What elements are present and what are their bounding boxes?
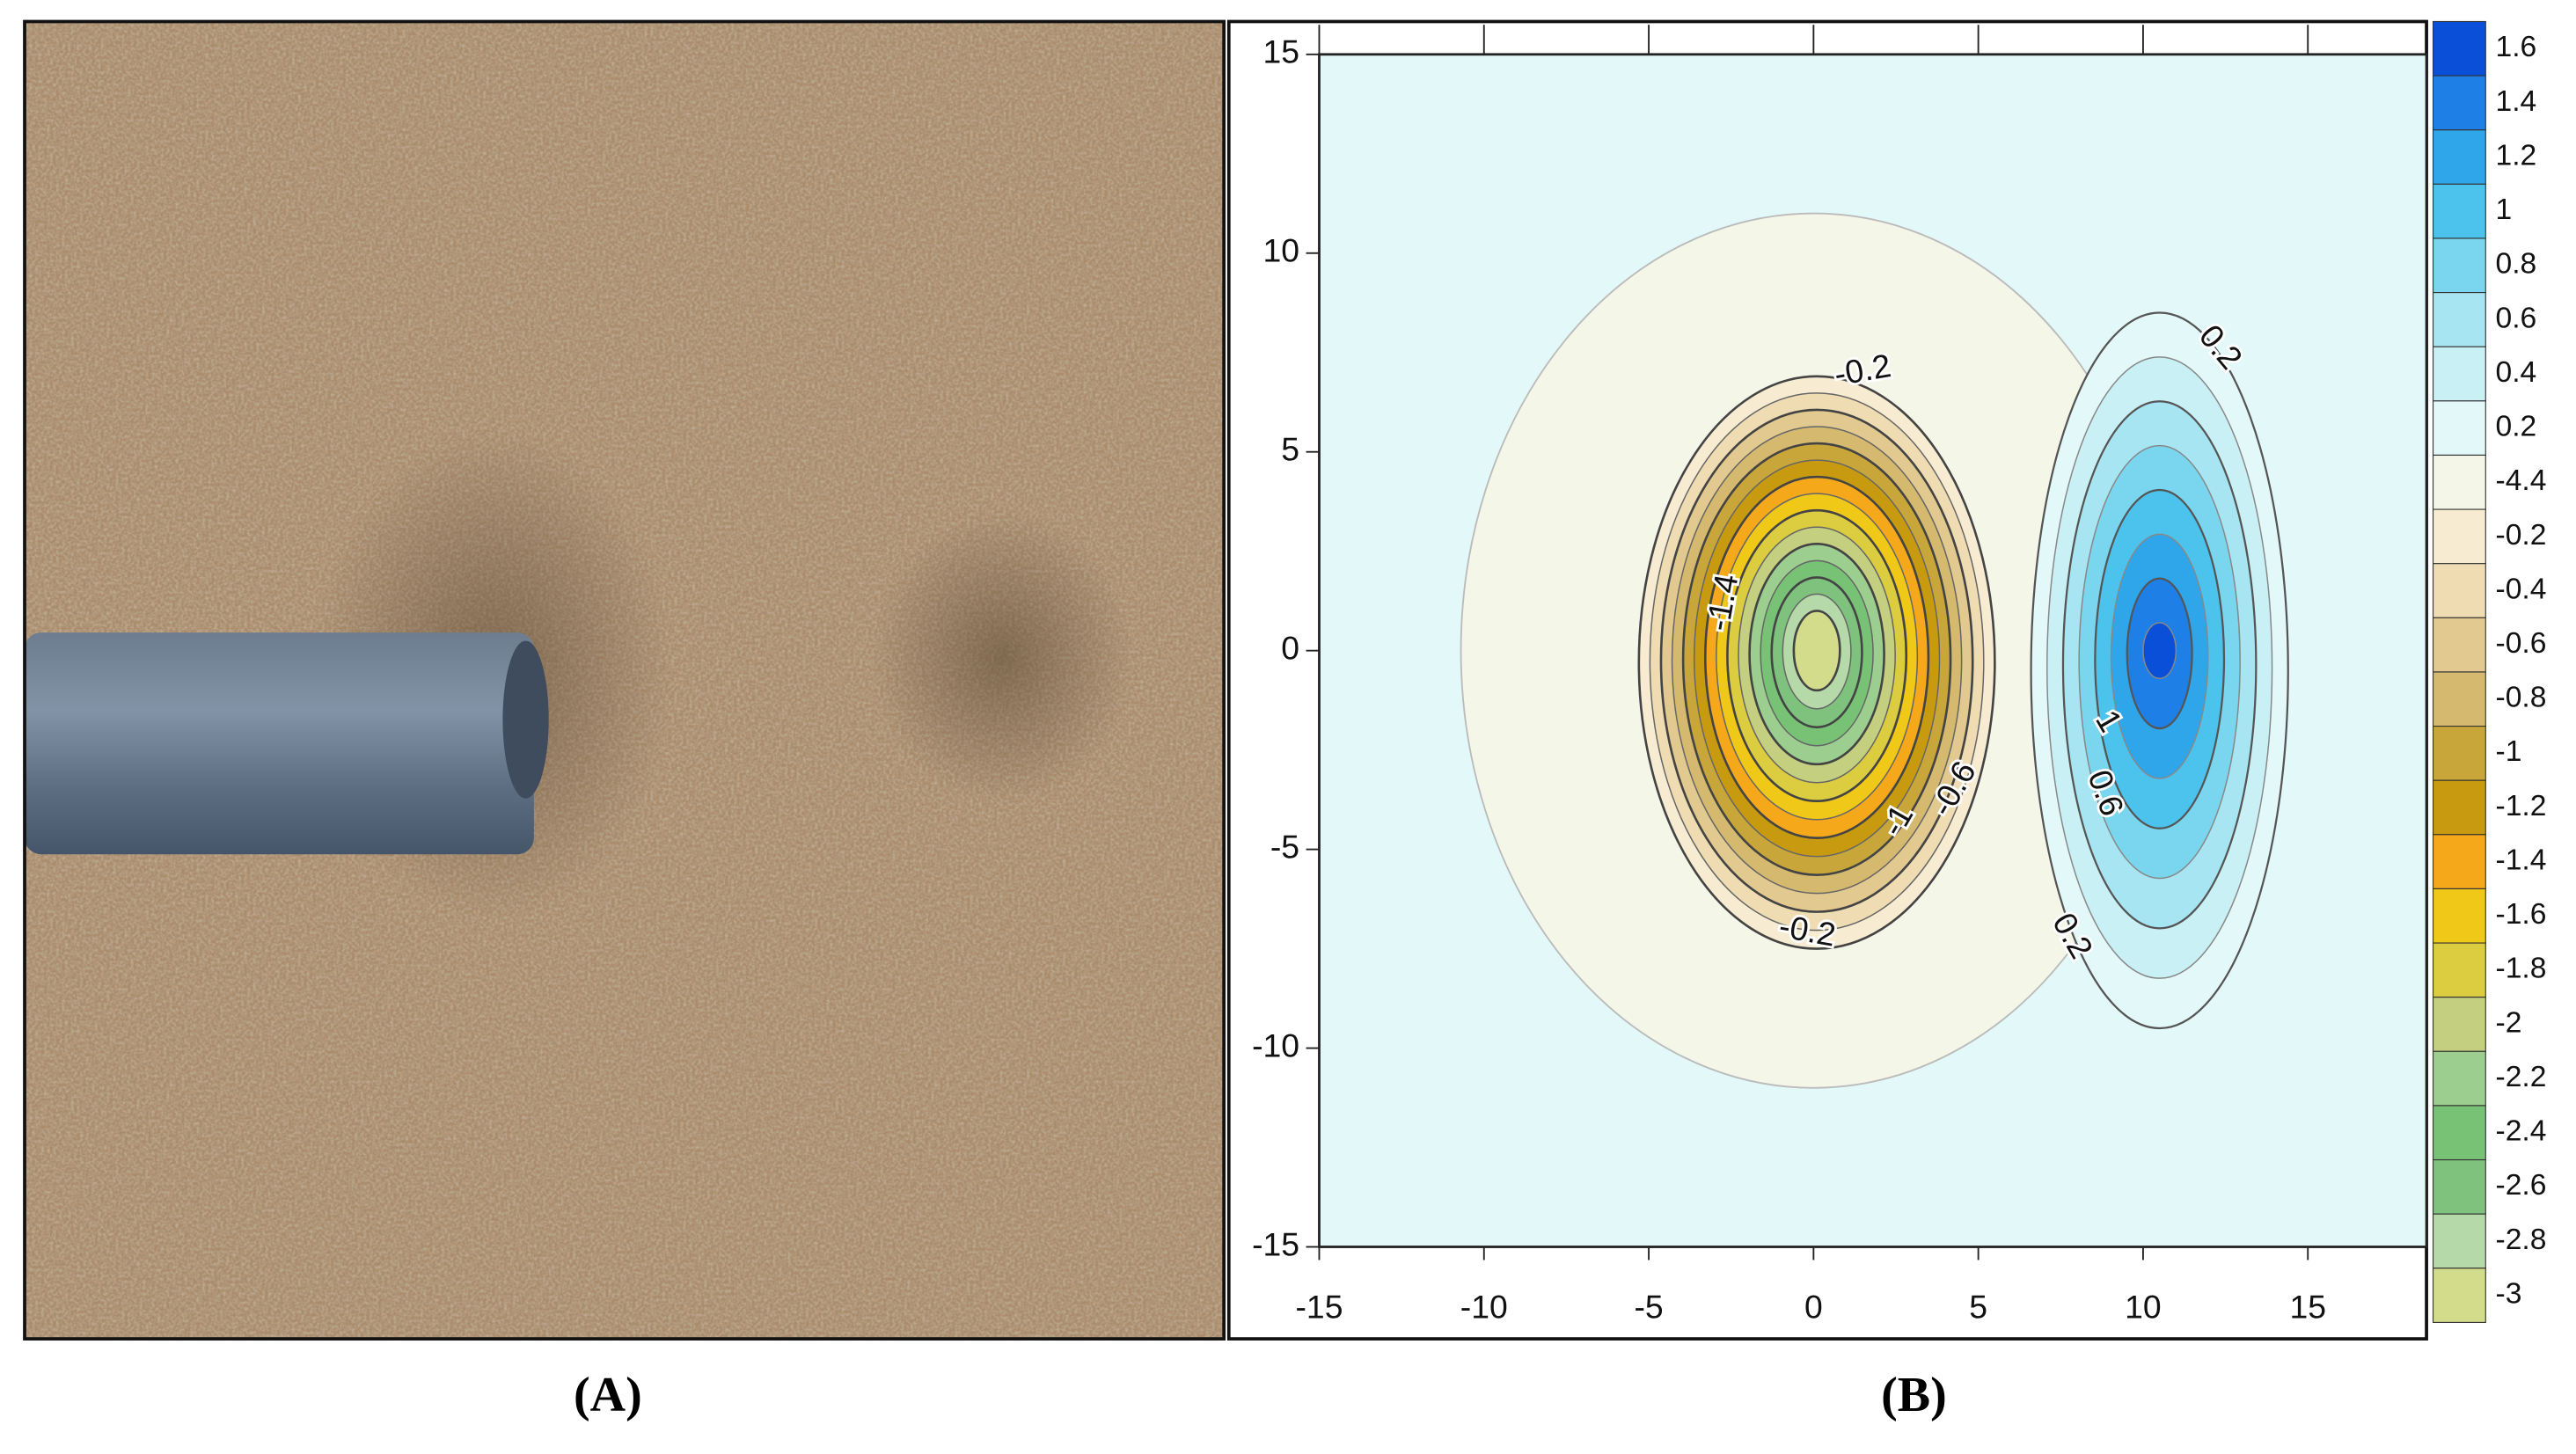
colorbar-label: -0.6: [2496, 627, 2547, 660]
colorbar-label: -2.2: [2496, 1061, 2547, 1093]
colorbar-label: 0.2: [2496, 411, 2537, 443]
colorbar-label: -1.2: [2496, 790, 2547, 822]
colorbar-swatch: [2432, 617, 2486, 673]
colorbar-label: -2.4: [2496, 1115, 2547, 1148]
colorbar-label: 0.4: [2496, 356, 2537, 389]
plot-area: [1319, 54, 2427, 1247]
colorbar-swatch: [2432, 997, 2486, 1052]
contour: [2142, 622, 2177, 680]
panel-label: (A): [574, 1368, 642, 1422]
panel-label: (B): [1881, 1368, 1947, 1422]
colorbar-swatch: [2432, 20, 2486, 77]
y-tick-label: -5: [1270, 828, 1299, 865]
colorbar-swatch: [2432, 726, 2486, 781]
x-tick-label: 5: [1969, 1288, 1987, 1325]
colorbar-label: -1.6: [2496, 898, 2547, 931]
colorbar-swatch: [2432, 888, 2486, 944]
x-tick-label: -5: [1634, 1288, 1663, 1325]
colorbar-swatch: [2432, 237, 2486, 294]
colorbar-label: -1: [2496, 735, 2522, 768]
colorbar-swatch: [2432, 834, 2486, 889]
colorbar-swatch: [2432, 129, 2486, 185]
colorbar-swatch: [2432, 1050, 2486, 1107]
colorbar-label: -0.8: [2496, 682, 2547, 714]
x-tick-label: 15: [2289, 1288, 2326, 1325]
colorbar-swatch: [2432, 292, 2486, 347]
colorbar-label: -2.8: [2496, 1224, 2547, 1256]
colorbar-swatch: [2432, 400, 2486, 457]
colorbar-swatch: [2432, 454, 2486, 510]
colorbar-swatch: [2432, 508, 2486, 565]
colorbar-swatch: [2432, 1213, 2486, 1269]
colorbar-swatch: [2432, 671, 2486, 727]
x-tick-label: -15: [1296, 1288, 1343, 1325]
colorbar-label: -1.4: [2496, 844, 2547, 876]
colorbar-swatch: [2432, 779, 2486, 836]
y-tick-label: -15: [1252, 1225, 1299, 1262]
photo: [23, 19, 1226, 1341]
colorbar-label: 1: [2496, 194, 2513, 226]
colorbar-label: -2.6: [2496, 1169, 2547, 1202]
x-tick-label: -10: [1460, 1288, 1508, 1325]
y-tick-label: 10: [1263, 232, 1300, 269]
colorbar-label: 1.2: [2496, 139, 2537, 172]
colorbar-label: 1.4: [2496, 85, 2537, 118]
colorbar-label: 0.6: [2496, 302, 2537, 334]
colorbar-swatch: [2432, 346, 2486, 402]
x-tick-label: 0: [1804, 1288, 1823, 1325]
colorbar-swatch: [2432, 1158, 2486, 1215]
colorbar-label: -0.4: [2496, 573, 2547, 605]
colorbar-label: -3: [2496, 1277, 2522, 1310]
colorbar-label: 1.6: [2496, 31, 2537, 63]
colorbar-label: -2: [2496, 1006, 2522, 1039]
y-tick-label: 5: [1281, 431, 1299, 468]
colorbar-swatch: [2432, 1105, 2486, 1161]
colorbar-label: -4.4: [2496, 464, 2547, 497]
x-tick-label: 10: [2125, 1288, 2162, 1325]
colorbar-swatch: [2432, 183, 2486, 239]
colorbar-swatch: [2432, 75, 2486, 131]
colorbar-swatch: [2432, 563, 2486, 618]
colorbar-label: 0.8: [2496, 248, 2537, 281]
y-tick-label: -10: [1252, 1027, 1299, 1063]
y-tick-label: 0: [1281, 630, 1299, 667]
y-tick-label: 15: [1263, 33, 1300, 70]
contour: [1792, 610, 1841, 692]
colorbar-swatch: [2432, 942, 2486, 998]
colorbar-swatch: [2432, 1268, 2486, 1323]
colorbar-label: -1.8: [2496, 953, 2547, 985]
colorbar-label: -0.2: [2496, 519, 2547, 552]
